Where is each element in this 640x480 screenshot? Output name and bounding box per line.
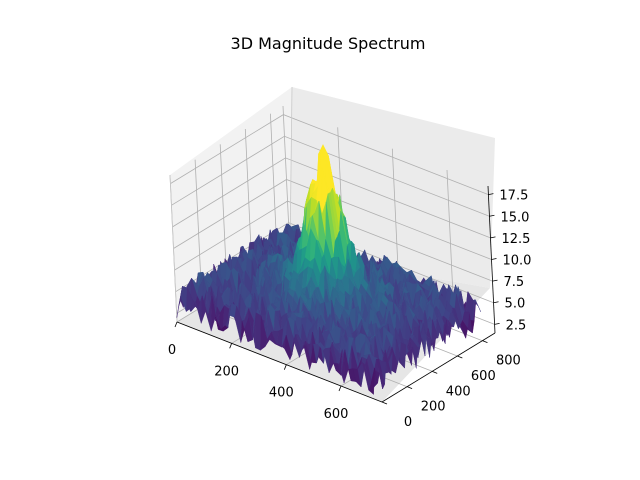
- pane-edge: [169, 174, 178, 323]
- pane-edge: [289, 86, 293, 254]
- z-tick-label: 12.5: [501, 232, 530, 247]
- z-gridline: [171, 135, 490, 217]
- y-tick-label: 600: [471, 369, 496, 384]
- y-tick-label: 800: [496, 354, 521, 369]
- z-tick: [488, 193, 494, 196]
- z-tick: [491, 258, 497, 260]
- x-tick-label: 600: [324, 407, 349, 422]
- y-tick-label: 200: [421, 400, 446, 415]
- surface-patch: [368, 367, 375, 395]
- z-tick-label: 2.5: [506, 318, 527, 333]
- x-tick: [283, 364, 287, 370]
- x-tick-label: 400: [269, 386, 294, 401]
- chart-title: 3D Magnitude Spectrum: [231, 34, 426, 53]
- y-tick: [381, 401, 388, 405]
- z-tick-label: 5.0: [505, 297, 526, 312]
- z-tick-label: 7.5: [504, 275, 525, 290]
- z-tick: [492, 279, 498, 282]
- plot-area: 020040060002004006008002.55.07.510.012.5…: [168, 86, 532, 430]
- z-gridline: [173, 179, 492, 260]
- x-tick: [229, 343, 233, 349]
- y-tick: [482, 340, 488, 344]
- x-tick: [174, 321, 178, 328]
- y-tick-label: 400: [446, 384, 471, 399]
- z-gridline: [172, 157, 491, 239]
- y-tick: [457, 355, 463, 359]
- x-axis-line: [176, 321, 383, 403]
- z-tick-label: 15.0: [500, 210, 529, 225]
- x-tick: [338, 385, 342, 392]
- y-axis-line: [381, 332, 496, 403]
- z-tick-label: 10.0: [503, 254, 532, 269]
- y-tick: [406, 386, 413, 390]
- surface-patch: [255, 312, 262, 351]
- y-tick-label: 0: [404, 415, 412, 430]
- z-gridline: [170, 114, 489, 195]
- x-tick-label: 0: [168, 343, 176, 358]
- z-tick-label: 17.5: [499, 189, 528, 204]
- z-gridline: [174, 200, 493, 282]
- surface: [176, 144, 481, 395]
- x-tick-label: 200: [214, 364, 239, 379]
- z-tick: [493, 301, 499, 304]
- z-tick: [489, 214, 495, 217]
- z-tick: [490, 236, 496, 239]
- z-tick: [494, 322, 500, 325]
- y-tick: [432, 370, 438, 374]
